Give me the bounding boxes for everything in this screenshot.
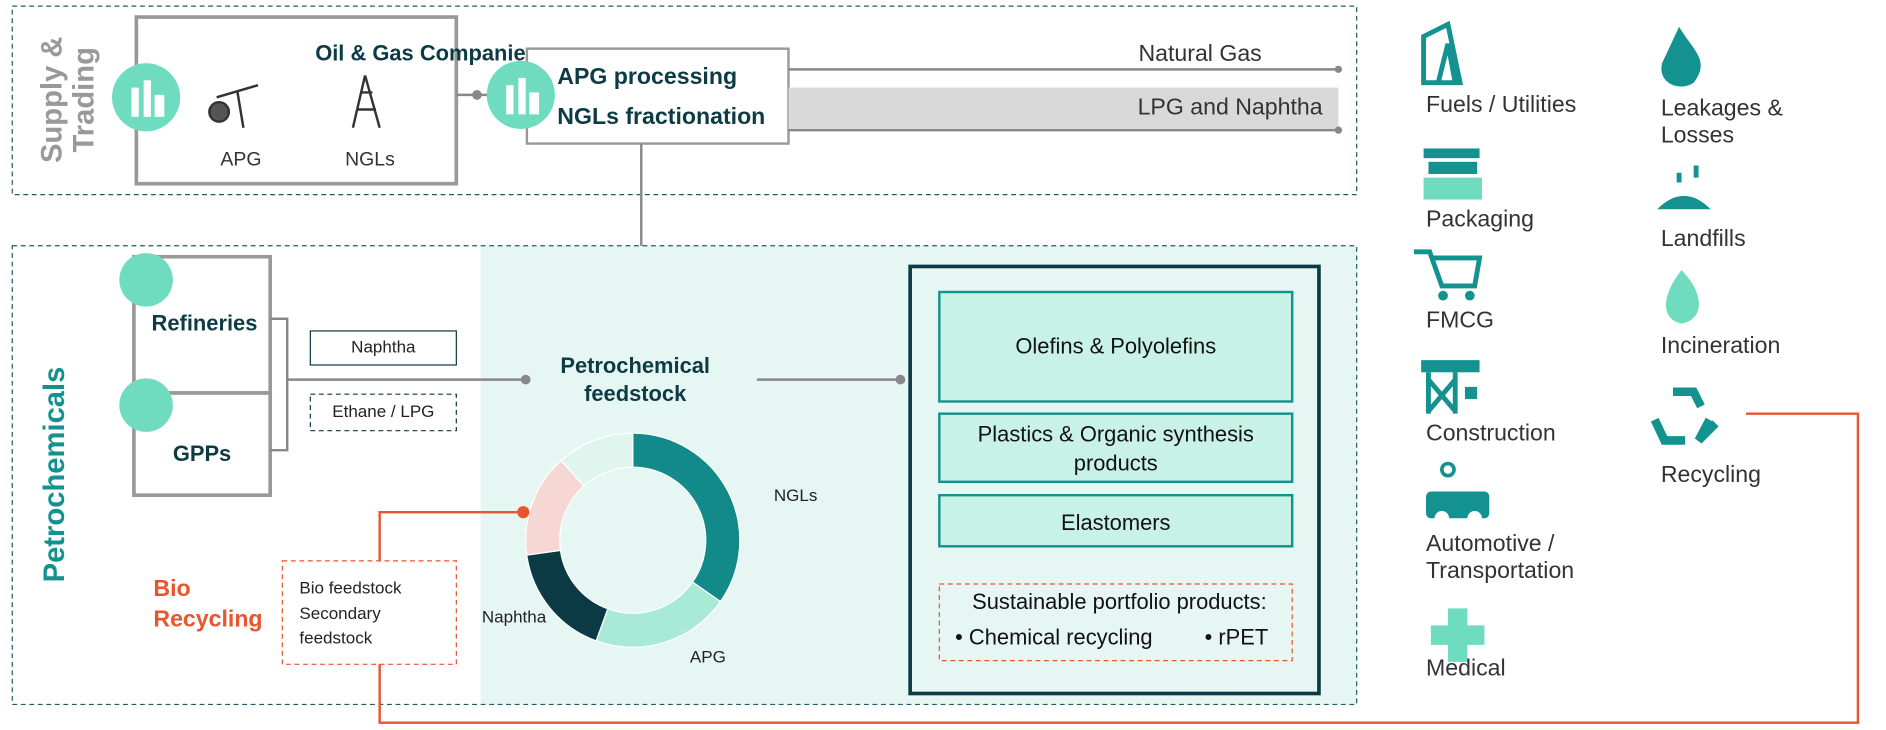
end-use-label: FMCG (1426, 306, 1494, 332)
end-of-life-label: Incineration (1661, 332, 1780, 358)
output-label: Natural Gas (1138, 40, 1261, 66)
section-title: Supply &Trading (36, 37, 100, 163)
companies-title: Oil & Gas Companies (315, 41, 538, 66)
connector-dot (1335, 127, 1342, 134)
bio-item: Bio feedstock (299, 578, 402, 597)
connector-dot (896, 375, 906, 385)
icon-circle (119, 253, 173, 307)
icon-circle (119, 378, 173, 432)
item-label: APG (220, 149, 261, 171)
output-label: LPG and Naphtha (1138, 93, 1323, 119)
connector-dot (521, 375, 531, 385)
sustainable-title: Sustainable portfolio products: (972, 589, 1266, 614)
feedstock-title: Petrochemical (560, 353, 710, 378)
segment-label: NGLs (774, 486, 817, 505)
stream-label: Ethane / LPG (332, 402, 434, 421)
end-use-label: Medical (1426, 654, 1506, 680)
product-label: Olefins & Polyolefins (1015, 334, 1216, 359)
segment-label: APG (690, 648, 726, 667)
end-use-label: Construction (1426, 419, 1556, 445)
bio-title: Recycling (153, 606, 262, 632)
end-use-label: Automotive / (1426, 530, 1555, 556)
end-of-life-label: Leakages & (1661, 95, 1784, 121)
end-of-life-label: Losses (1661, 121, 1734, 147)
sustainable-item: • rPET (1205, 625, 1269, 650)
diagram: Supply &Trading Oil & Gas Companies APG … (0, 0, 1886, 730)
end-use-label: Packaging (1426, 205, 1534, 231)
bio-item: feedstock (299, 628, 372, 647)
connector-dot (1335, 66, 1342, 73)
source-label: GPPs (173, 441, 231, 466)
source-label: Refineries (152, 311, 258, 336)
sustainable-item: • Chemical recycling (955, 625, 1152, 650)
processing-label: NGLs fractionation (557, 103, 765, 129)
product-label: products (1074, 451, 1158, 476)
end-of-life-label: Recycling (1661, 461, 1761, 487)
end-use-label: Fuels / Utilities (1426, 91, 1576, 117)
page: Supply &Trading Oil & Gas Companies APG … (0, 0, 1886, 730)
connector-dot (517, 506, 529, 518)
connector-dot (472, 90, 482, 100)
end-of-life-label: Landfills (1661, 225, 1746, 251)
section-title: Petrochemicals (39, 367, 71, 583)
product-label: Elastomers (1061, 510, 1171, 535)
processing-label: APG processing (557, 63, 737, 89)
item-label: NGLs (345, 149, 395, 171)
bio-item: Secondary (299, 604, 381, 623)
product-label: Plastics & Organic synthesis (978, 421, 1254, 446)
feedstock-title: feedstock (584, 381, 687, 406)
stream-label: Naphtha (351, 337, 416, 356)
bio-title: Bio (153, 575, 190, 601)
end-use-label: Transportation (1426, 557, 1574, 583)
segment-label: Naphtha (482, 608, 547, 627)
